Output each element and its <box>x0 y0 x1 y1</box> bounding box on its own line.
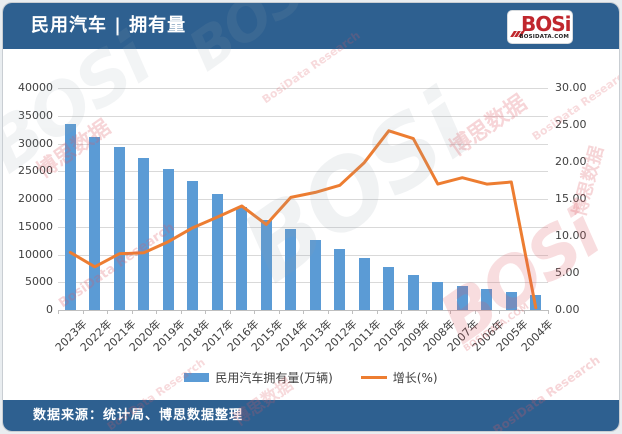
x-axis-tick-mark <box>352 310 353 314</box>
x-axis-tick-mark <box>425 310 427 314</box>
x-axis-tick-mark <box>107 310 108 314</box>
x-axis-tick-mark <box>523 310 525 314</box>
gridline <box>58 143 548 145</box>
legend-item-ownership: 民用汽车拥有量(万辆) <box>184 369 333 386</box>
bar-2006年 <box>481 289 493 310</box>
gridline <box>58 88 548 89</box>
page-title: 民用汽车 | 拥有量 <box>31 15 187 36</box>
x-axis-tick-mark <box>180 310 182 314</box>
logo-site-text: BOSIDATA.COM <box>519 34 569 40</box>
y-axis-left-tick: 0 <box>46 303 53 316</box>
x-axis-tick-mark <box>278 310 280 314</box>
legend: 民用汽车拥有量(万辆) 增长(%) <box>3 368 619 386</box>
x-axis-tick-mark <box>131 310 133 314</box>
bar-2016年 <box>236 206 248 310</box>
x-axis-tick-mark <box>303 310 304 314</box>
chart-footer-bar: 数据来源：统计局、博思数据整理 <box>3 400 619 431</box>
gridline <box>58 282 548 284</box>
legend-item-growth: 增长(%) <box>360 369 438 386</box>
x-axis-tick-mark <box>401 310 402 314</box>
y-axis-left-tick: 25000 <box>18 164 53 178</box>
bar-2018年 <box>187 181 199 310</box>
legend-label-ownership: 民用汽车拥有量(万辆) <box>215 370 333 385</box>
bar-2023年 <box>64 123 76 310</box>
x-axis-tick-mark <box>548 310 549 314</box>
gridline <box>58 199 548 200</box>
legend-bar-swatch <box>184 372 210 382</box>
y-axis-right-tick: 5.00 <box>555 266 580 279</box>
y-axis-left-tick: 15000 <box>18 219 53 233</box>
legend-label-growth: 增长(%) <box>392 370 438 385</box>
y-axis-right-tick: 25.00 <box>555 118 587 131</box>
x-axis-tick-mark <box>205 310 206 314</box>
chart-plot-area <box>58 88 548 311</box>
bar-2020年 <box>138 158 150 310</box>
bar-2017年 <box>211 193 223 310</box>
x-axis-tick-mark <box>58 310 59 314</box>
x-axis-tick-mark <box>82 310 84 314</box>
bar-2015年 <box>260 219 272 310</box>
y-axis-right-tick: 0.00 <box>555 303 580 316</box>
bar-2008年 <box>432 281 444 310</box>
y-axis-right-tick: 10.00 <box>555 229 587 242</box>
y-axis-left-tick: 40000 <box>18 81 53 94</box>
y-axis-left-tick: 10000 <box>18 247 53 261</box>
bar-2005年 <box>505 292 517 310</box>
bar-2014年 <box>285 228 297 310</box>
bar-2010年 <box>383 266 395 310</box>
gridline <box>58 171 548 173</box>
legend-line-swatch <box>360 375 387 379</box>
bar-2021年 <box>113 146 125 310</box>
bar-2022年 <box>89 137 101 310</box>
x-axis-tick-mark <box>229 310 231 314</box>
bar-2009年 <box>407 275 419 310</box>
gridline <box>58 115 548 117</box>
x-axis-tick-mark <box>254 310 255 314</box>
y-axis-left-tick: 5000 <box>25 275 53 289</box>
x-axis-tick-mark <box>156 310 157 314</box>
gridline <box>58 254 548 256</box>
bar-2011年 <box>358 258 370 310</box>
y-axis-right-tick: 30.00 <box>555 81 587 94</box>
y-axis-left-tick: 30000 <box>18 136 53 150</box>
x-axis-tick-mark <box>376 310 378 314</box>
bar-2013年 <box>309 239 321 310</box>
data-source-text: 数据来源：统计局、博思数据整理 <box>33 408 244 423</box>
bar-2019年 <box>162 169 174 310</box>
x-axis-tick-mark <box>474 310 476 314</box>
y-axis-right-tick: 20.00 <box>555 155 587 168</box>
y-axis-right-tick: 15.00 <box>555 192 587 205</box>
bar-2012年 <box>334 249 346 310</box>
x-axis-tick-mark <box>450 310 451 314</box>
y-axis-left-tick: 35000 <box>18 108 53 122</box>
bosidata-logo: BOSi BOSIDATA.COM <box>507 10 573 44</box>
y-axis-left-tick: 20000 <box>18 192 53 205</box>
gridline <box>58 226 548 228</box>
x-axis-tick-mark <box>499 310 500 314</box>
logo-brand-text: BOSi <box>521 12 572 36</box>
x-axis-tick-mark <box>327 310 329 314</box>
bar-2007年 <box>456 285 468 310</box>
growth-line <box>68 129 538 310</box>
